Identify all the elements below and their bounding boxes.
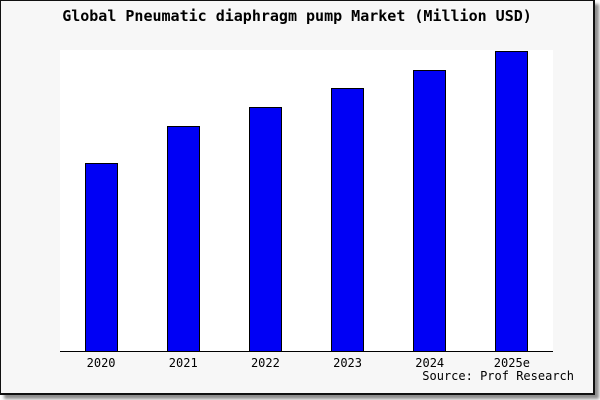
chart-title: Global Pneumatic diaphragm pump Market (… [62,7,532,25]
bar-2020 [84,162,118,351]
bar-2023 [331,88,365,351]
plot-area [60,50,553,352]
x-axis-label-2020: 2020 [86,356,116,370]
chart-card: Global Pneumatic diaphragm pump Market (… [0,0,595,395]
bar-2024 [413,70,447,351]
x-axis-label-2022: 2022 [250,356,280,370]
x-axis-label-2024: 2024 [415,356,445,370]
bar-2021 [166,126,200,351]
source-note: Source: Prof Research [422,369,574,383]
x-axis-label-2025e: 2025e [493,356,530,370]
bar-2022 [248,106,282,351]
x-axis-label-2023: 2023 [333,356,362,370]
x-axis-labels: 2020 2021 2022 2023 2024 2025e [60,356,553,370]
bar-2025e [495,50,529,351]
x-axis-label-2021: 2021 [168,356,198,370]
